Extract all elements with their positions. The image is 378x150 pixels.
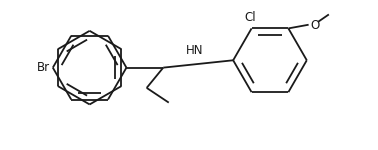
Text: O: O <box>310 19 319 32</box>
Text: HN: HN <box>186 44 203 57</box>
Text: Cl: Cl <box>244 11 256 24</box>
Text: Br: Br <box>37 61 50 74</box>
